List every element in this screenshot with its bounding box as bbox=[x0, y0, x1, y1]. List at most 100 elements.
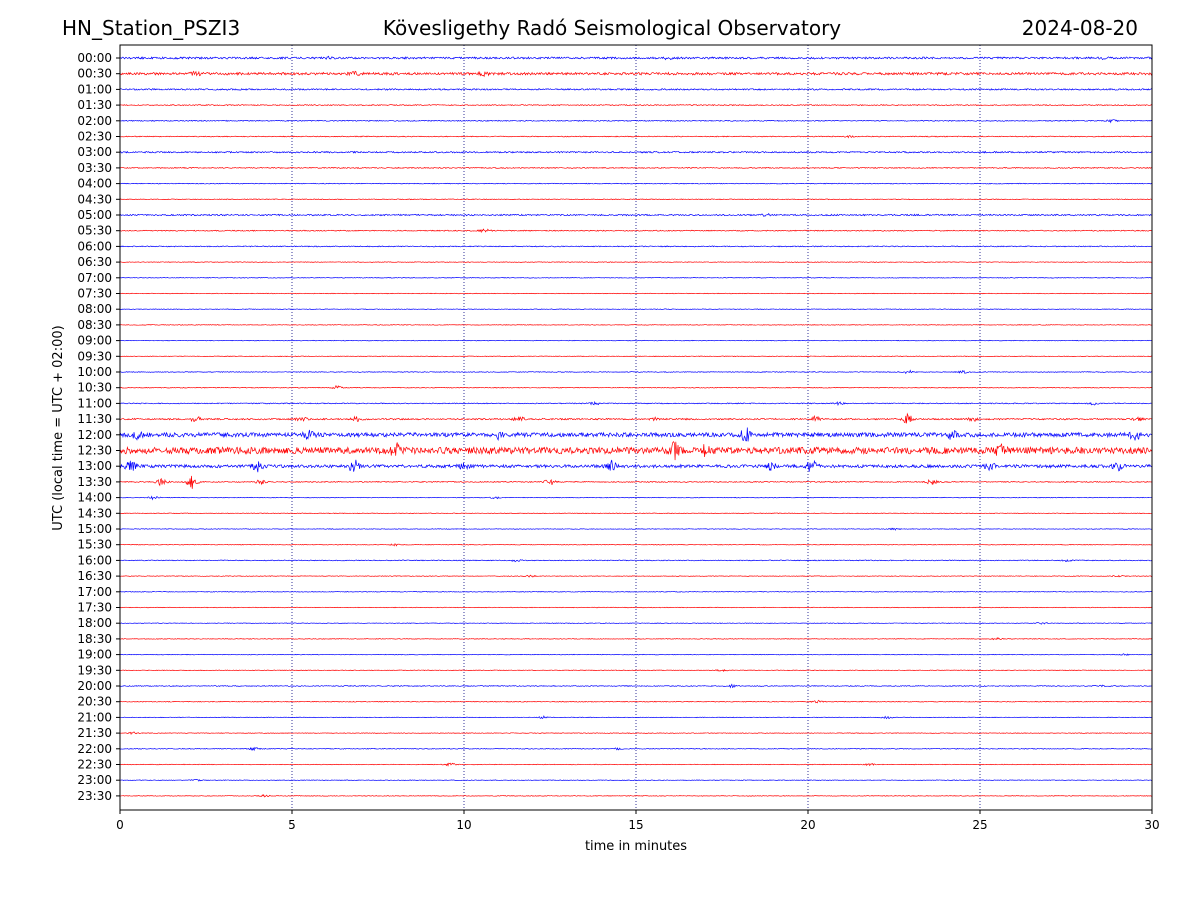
x-tick-label: 30 bbox=[1144, 818, 1159, 832]
trace-2130 bbox=[119, 731, 1153, 735]
x-tick-label: 5 bbox=[288, 818, 296, 832]
y-tick-label: 17:30 bbox=[77, 601, 112, 615]
y-tick-label: 17:00 bbox=[77, 585, 112, 599]
y-tick-label: 05:30 bbox=[77, 224, 112, 238]
y-tick-label: 08:00 bbox=[77, 302, 112, 316]
trace-0630 bbox=[120, 261, 1153, 263]
trace-0930 bbox=[119, 355, 1153, 358]
trace-1830 bbox=[119, 637, 1153, 641]
trace-1730 bbox=[119, 606, 1153, 609]
y-tick-label: 06:00 bbox=[77, 239, 112, 253]
trace-1230 bbox=[119, 441, 1153, 461]
y-tick-label: 03:30 bbox=[77, 161, 112, 175]
y-tick-label: 10:00 bbox=[77, 365, 112, 379]
trace-0230 bbox=[119, 135, 1153, 139]
trace-0000 bbox=[119, 55, 1153, 61]
trace-2330 bbox=[119, 793, 1153, 798]
trace-1700 bbox=[119, 591, 1153, 593]
trace-0200 bbox=[119, 118, 1153, 124]
y-tick-label: 11:30 bbox=[77, 412, 112, 426]
y-tick-label: 13:30 bbox=[77, 475, 112, 489]
x-tick-label: 25 bbox=[972, 818, 987, 832]
x-axis-ticks: 0 5 10 15 20 25 30 bbox=[116, 810, 1160, 832]
trace-0400 bbox=[119, 182, 1153, 185]
trace-2000 bbox=[119, 683, 1153, 689]
y-tick-label: 09:00 bbox=[77, 334, 112, 348]
trace-0600 bbox=[119, 245, 1153, 248]
y-tick-label: 15:00 bbox=[77, 522, 112, 536]
y-tick-label: 10:30 bbox=[77, 381, 112, 395]
trace-1300 bbox=[119, 459, 1153, 473]
y-tick-label: 22:30 bbox=[77, 758, 112, 772]
plot-frame bbox=[119, 44, 1153, 811]
trace-1330 bbox=[120, 475, 1153, 489]
trace-2200 bbox=[119, 746, 1153, 752]
trace-0530 bbox=[119, 228, 1153, 234]
y-tick-label: 07:30 bbox=[77, 287, 112, 301]
y-tick-label: 01:30 bbox=[77, 98, 112, 112]
y-tick-label: 18:00 bbox=[77, 616, 112, 630]
y-tick-label: 05:00 bbox=[77, 208, 112, 222]
trace-0900 bbox=[119, 339, 1153, 342]
trace-0300 bbox=[119, 150, 1153, 154]
trace-0100 bbox=[119, 88, 1153, 91]
y-tick-label: 18:30 bbox=[77, 632, 112, 646]
y-tick-label: 12:30 bbox=[77, 444, 112, 458]
y-tick-label: 11:00 bbox=[77, 396, 112, 410]
y-tick-label: 14:30 bbox=[77, 506, 112, 520]
date-label: 2024-08-20 bbox=[1022, 16, 1138, 40]
y-tick-label: 19:30 bbox=[77, 663, 112, 677]
trace-0430 bbox=[119, 198, 1153, 201]
trace-1030 bbox=[119, 384, 1153, 390]
trace-1430 bbox=[119, 512, 1153, 515]
y-tick-label: 02:30 bbox=[77, 130, 112, 144]
y-tick-label: 20:00 bbox=[77, 679, 112, 693]
trace-1800 bbox=[119, 622, 1153, 625]
trace-0730 bbox=[119, 292, 1153, 295]
trace-1500 bbox=[119, 527, 1153, 531]
trace-1000 bbox=[119, 369, 1153, 375]
trace-0830 bbox=[119, 324, 1153, 326]
station-label: HN_Station_PSZI3 bbox=[62, 16, 240, 40]
trace-1200 bbox=[119, 427, 1153, 442]
y-tick-label: 09:30 bbox=[77, 349, 112, 363]
trace-2100 bbox=[119, 715, 1153, 720]
y-tick-label: 04:30 bbox=[77, 192, 112, 206]
x-tick-label: 15 bbox=[628, 818, 643, 832]
y-tick-label: 13:00 bbox=[77, 459, 112, 473]
y-tick-label: 23:00 bbox=[77, 773, 112, 787]
y-tick-label: 22:00 bbox=[77, 742, 112, 756]
y-tick-label: 01:00 bbox=[77, 82, 112, 96]
x-axis-label: time in minutes bbox=[585, 839, 687, 854]
y-tick-label: 02:00 bbox=[77, 114, 112, 128]
y-tick-label: 08:30 bbox=[77, 318, 112, 332]
x-tick-label: 20 bbox=[800, 818, 815, 832]
y-tick-label: 16:00 bbox=[77, 553, 112, 567]
y-tick-label: 21:00 bbox=[77, 710, 112, 724]
trace-1100 bbox=[119, 400, 1153, 407]
y-tick-label: 06:30 bbox=[77, 255, 112, 269]
y-tick-label: 00:00 bbox=[77, 51, 112, 65]
trace-1400 bbox=[119, 495, 1153, 501]
trace-2300 bbox=[119, 778, 1153, 782]
y-tick-label: 07:00 bbox=[77, 271, 112, 285]
y-tick-label: 21:30 bbox=[77, 726, 112, 740]
trace-0800 bbox=[119, 308, 1153, 310]
y-tick-label: 12:00 bbox=[77, 428, 112, 442]
y-tick-label: 14:00 bbox=[77, 491, 112, 505]
trace-2230 bbox=[119, 762, 1153, 767]
trace-1600 bbox=[119, 559, 1153, 563]
y-tick-label: 15:30 bbox=[77, 538, 112, 552]
trace-0030 bbox=[119, 70, 1153, 78]
y-tick-label: 23:30 bbox=[77, 789, 112, 803]
trace-1630 bbox=[119, 574, 1153, 578]
y-axis-label: UTC (local time = UTC + 02:00) bbox=[51, 325, 66, 530]
trace-0330 bbox=[119, 166, 1153, 169]
y-tick-label: 03:00 bbox=[77, 145, 112, 159]
y-tick-label: 20:30 bbox=[77, 695, 112, 709]
trace-1900 bbox=[119, 653, 1153, 657]
trace-0130 bbox=[119, 104, 1153, 107]
seismic-traces bbox=[119, 55, 1153, 798]
x-tick-label: 10 bbox=[456, 818, 471, 832]
